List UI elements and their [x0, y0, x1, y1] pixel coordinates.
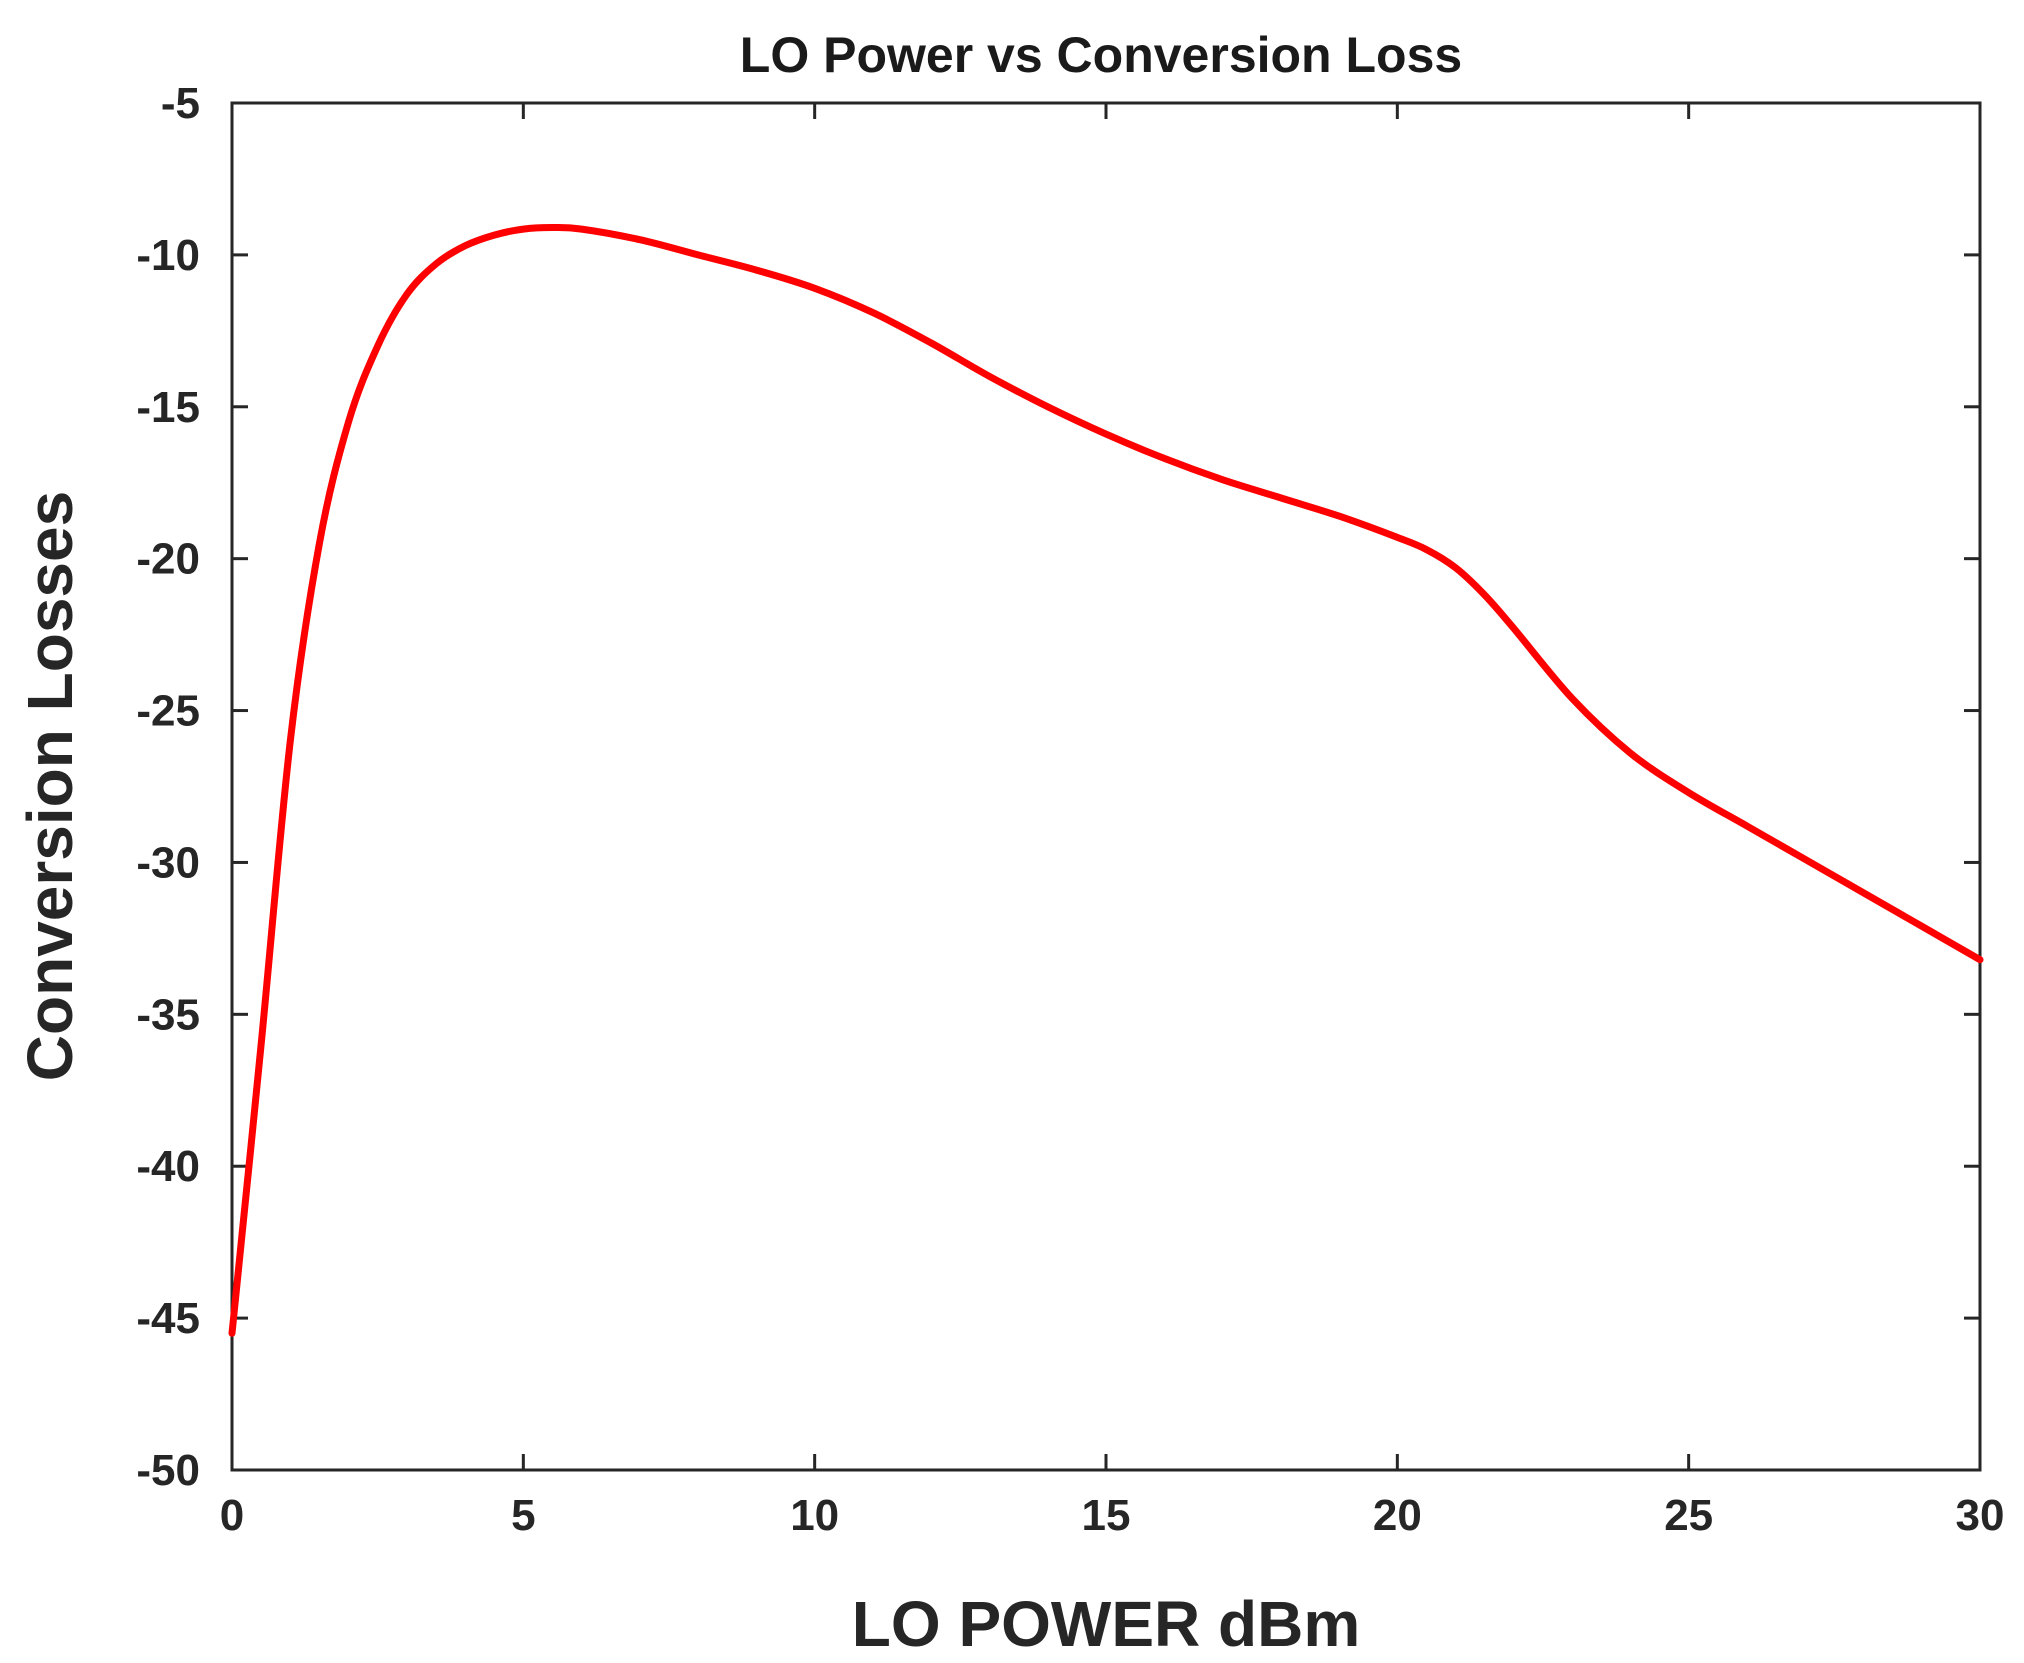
y-tick-label: -5: [161, 79, 200, 128]
series-layer: [228, 223, 1984, 1337]
x-tick-label: 30: [1956, 1491, 2005, 1540]
plot-area: [230, 101, 1982, 1472]
x-tick-label: 15: [1082, 1491, 1131, 1540]
y-tick-label: -45: [136, 1294, 200, 1343]
y-tick-label: -25: [136, 687, 200, 736]
x-tick-label: 5: [511, 1491, 535, 1540]
y-tick-label: -40: [136, 1142, 200, 1191]
y-tick-label: -20: [136, 535, 200, 584]
y-tick-label: -15: [136, 383, 200, 432]
chart-title: LO Power vs Conversion Loss: [740, 27, 1462, 83]
series-line: [228, 223, 1984, 1337]
x-tick-label: 25: [1664, 1491, 1713, 1540]
x-tick-label: 20: [1373, 1491, 1422, 1540]
y-tick-label: -30: [136, 838, 200, 887]
y-tick-label: -10: [136, 231, 200, 280]
axis-ticks: 0 5 10 15 20 25 30 -50 -45 -40 -35 -30 -25 -20 -15 -10 -…: [136, 79, 2004, 1540]
x-tick-label: 0: [220, 1491, 244, 1540]
x-tick-label: 10: [790, 1491, 839, 1540]
y-tick-label: -35: [136, 990, 200, 1039]
y-axis-label: Conversion Losses: [14, 491, 86, 1081]
plot-frame: [230, 101, 1982, 1472]
y-tick-label: -50: [136, 1446, 200, 1495]
x-axis-label: LO POWER dBm: [852, 1588, 1360, 1660]
